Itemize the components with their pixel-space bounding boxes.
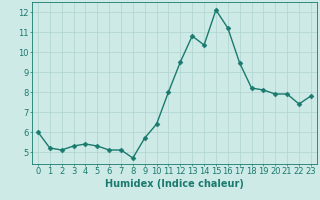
X-axis label: Humidex (Indice chaleur): Humidex (Indice chaleur) — [105, 179, 244, 189]
